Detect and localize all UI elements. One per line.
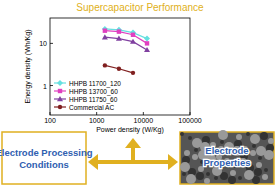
- sem-texture: [192, 154, 198, 160]
- sem-texture: [238, 176, 242, 180]
- arrow-head: [125, 138, 141, 148]
- box-label-line: Electrode: [205, 145, 248, 156]
- legend-marker: [58, 89, 62, 93]
- point: [130, 39, 136, 44]
- sem-texture: [180, 132, 184, 136]
- sem-texture: [228, 176, 236, 184]
- sem-texture: [256, 162, 262, 168]
- x-tick-label: 1000: [89, 117, 105, 124]
- legend-label: HHPB 11700_120: [69, 80, 121, 88]
- y-axis-label: Energy density (Wh/Kg): [24, 30, 32, 104]
- y-tick: [50, 85, 53, 86]
- box-label: Electrode ProcessingConditions: [0, 147, 93, 170]
- point: [117, 29, 121, 33]
- legend-marker: [57, 80, 63, 86]
- sem-texture: [186, 174, 196, 184]
- point: [131, 33, 135, 37]
- sem-texture: [250, 150, 256, 156]
- point: [144, 47, 150, 52]
- series-line: [105, 31, 147, 44]
- sem-texture: [264, 168, 268, 172]
- sem-texture: [246, 132, 250, 136]
- sem-texture: [260, 132, 268, 140]
- sem-texture: [236, 134, 242, 140]
- sem-texture: [218, 130, 228, 140]
- sem-texture: [264, 150, 274, 160]
- sem-image: [180, 132, 274, 184]
- sem-texture: [250, 134, 260, 144]
- x-axis-label: Power density (W/Kg): [96, 126, 164, 134]
- box-label: ElectrodeProperties: [204, 145, 251, 168]
- sem-texture: [180, 162, 190, 172]
- point: [103, 28, 107, 32]
- x-tick-label: 100000: [178, 117, 201, 124]
- point: [102, 34, 108, 39]
- legend-marker: [58, 105, 62, 109]
- point: [131, 71, 135, 75]
- sem-texture: [214, 176, 218, 180]
- sem-texture: [206, 172, 210, 176]
- sem-texture: [194, 148, 198, 152]
- legend-label: HHPB 11750_60: [69, 96, 118, 104]
- figure: Supercapacitor Performance 100 1000 10000 10…: [0, 0, 276, 189]
- box-label-line: Conditions: [19, 159, 69, 170]
- sem-texture: [188, 136, 192, 140]
- point: [103, 63, 107, 67]
- x-tick: [190, 112, 191, 115]
- series-line: [105, 65, 133, 72]
- x-tick: [143, 112, 144, 115]
- sem-texture: [182, 172, 186, 176]
- arrow: [131, 146, 135, 162]
- legend-label: HHPB 13700_60: [69, 88, 118, 96]
- sem-texture: [230, 170, 236, 176]
- sem-texture: [196, 172, 204, 180]
- x-tick-label: 100: [44, 117, 56, 124]
- title: Supercapacitor Performance: [76, 2, 204, 13]
- arrow-head: [88, 154, 98, 170]
- plot-area: [102, 26, 150, 75]
- point: [116, 36, 122, 41]
- sem-texture: [204, 178, 210, 184]
- point: [144, 36, 150, 42]
- sem-texture: [252, 144, 256, 148]
- x-tick-label: 10000: [134, 117, 154, 124]
- point: [102, 26, 108, 32]
- box-label-line: Properties: [204, 157, 251, 168]
- sem-texture: [254, 168, 262, 176]
- sem-texture: [258, 156, 262, 160]
- sem-texture: [220, 140, 224, 144]
- sem-texture: [184, 150, 190, 156]
- y-tick-label: 1: [43, 83, 47, 90]
- legend-marker: [57, 96, 63, 101]
- sem-texture: [268, 138, 274, 144]
- point: [145, 41, 149, 45]
- point: [117, 67, 121, 71]
- x-tick: [96, 112, 97, 115]
- y-tick: [50, 43, 53, 44]
- series-line: [105, 37, 147, 50]
- y-tick-label: 10: [39, 40, 47, 47]
- legend-label: Commercial AC: [69, 104, 114, 111]
- x-tick: [50, 112, 51, 115]
- plot-frame: [50, 18, 190, 115]
- box-label-line: Electrode Processing: [0, 147, 93, 158]
- arrow-head: [168, 154, 178, 170]
- sem-texture: [244, 170, 254, 180]
- box: [2, 132, 86, 184]
- sem-texture: [262, 174, 268, 180]
